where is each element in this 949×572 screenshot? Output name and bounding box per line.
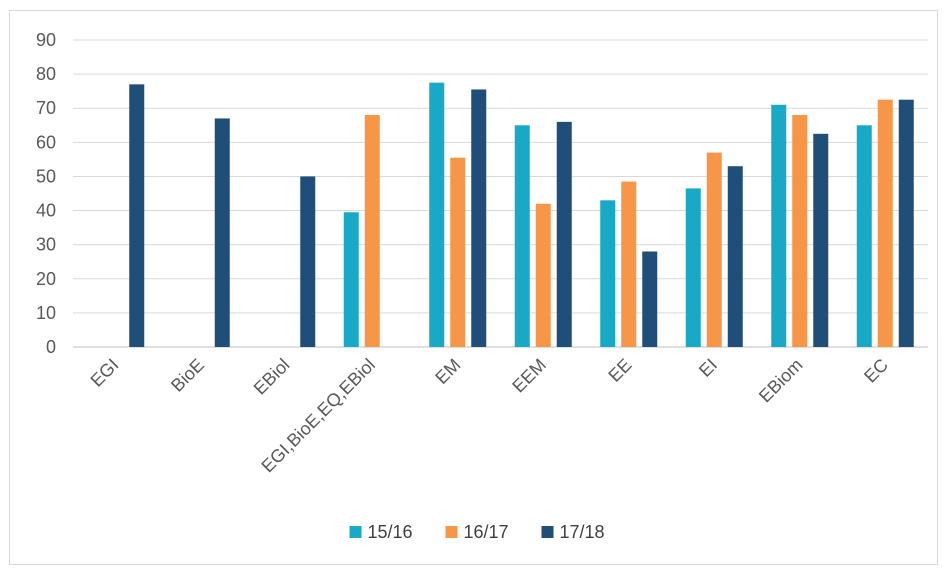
y-tick-label: 40	[36, 201, 56, 221]
x-category-label: EE	[604, 355, 635, 386]
x-category-label: EI	[695, 355, 721, 381]
legend-swatch	[349, 526, 362, 538]
bar-16-17-3	[364, 115, 380, 348]
legend-swatch	[541, 526, 554, 538]
y-tick-label: 0	[46, 337, 56, 357]
bar-15-16-5	[514, 125, 530, 348]
bar-17-18-1	[214, 118, 230, 347]
x-category-label: EM	[431, 355, 464, 388]
bar-16-17-5	[535, 203, 551, 347]
x-category-label: EEM	[508, 355, 550, 397]
y-tick-label: 60	[36, 132, 56, 152]
y-tick-label: 20	[36, 269, 56, 289]
y-tick-label: 50	[36, 166, 56, 186]
bar-15-16-6	[600, 200, 616, 347]
legend: 15/16 16/17 17/18	[349, 522, 605, 542]
y-axis-ticks: 0 10 20 30 40 50 60 70 80 90	[36, 30, 56, 357]
legend-label: 16/17	[464, 522, 509, 542]
bar-15-16-7	[685, 188, 701, 347]
bar-17-18-7	[727, 166, 743, 347]
legend-swatch	[445, 526, 458, 538]
bar-16-17-8	[792, 115, 808, 348]
x-category-label: EBiom	[755, 355, 807, 407]
bar-15-16-9	[856, 125, 872, 348]
bars	[129, 82, 914, 348]
bar-17-18-2	[300, 176, 316, 347]
bar-17-18-9	[898, 99, 914, 347]
legend-label: 17/18	[560, 522, 605, 542]
bar-16-17-9	[877, 99, 893, 347]
bar-16-17-6	[621, 181, 637, 347]
bar-17-18-0	[129, 84, 145, 347]
y-tick-label: 90	[36, 30, 56, 50]
y-tick-label: 30	[36, 235, 56, 255]
bar-15-16-3	[343, 212, 359, 347]
bar-17-18-6	[642, 251, 658, 347]
x-category-label: EBiol	[250, 355, 294, 399]
y-tick-label: 80	[36, 64, 56, 84]
bar-16-17-4	[450, 157, 466, 347]
y-tick-label: 70	[36, 98, 56, 118]
bar-17-18-5	[556, 121, 572, 347]
legend-label: 15/16	[368, 522, 413, 542]
bar-15-16-4	[429, 82, 445, 347]
x-category-label: EGI	[87, 355, 123, 391]
y-tick-label: 10	[36, 303, 56, 323]
bar-16-17-7	[706, 152, 722, 347]
bar-17-18-8	[813, 133, 829, 347]
bar-17-18-4	[471, 89, 487, 347]
x-category-label: BioE	[167, 355, 208, 396]
x-category-label: EC	[860, 355, 892, 387]
bar-15-16-8	[771, 104, 787, 347]
